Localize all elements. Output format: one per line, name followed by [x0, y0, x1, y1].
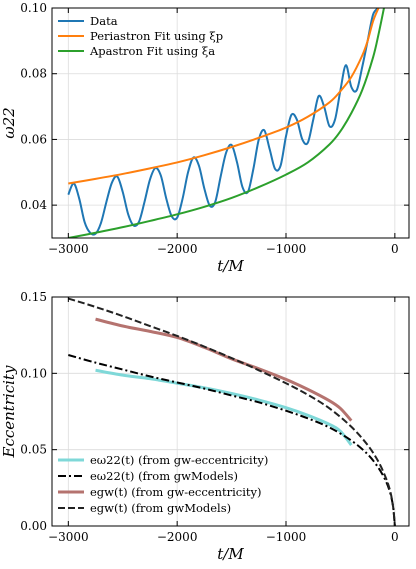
y-tick-label: 0.10 — [20, 366, 47, 380]
y-tick-label: 0.06 — [20, 132, 47, 146]
x-tick-label: 0 — [391, 242, 399, 256]
y-tick-label: 0.05 — [20, 443, 47, 457]
x-tick-label: −3000 — [48, 242, 89, 256]
x-tick-label: −2000 — [157, 530, 198, 544]
series-line — [68, 8, 380, 185]
x-tick-label: 0 — [391, 530, 399, 544]
plot-area — [67, 8, 385, 238]
x-tick-label: −1000 — [266, 242, 307, 256]
series-line — [68, 354, 396, 526]
plot-area — [68, 297, 396, 526]
y-tick-label: 0.00 — [20, 519, 47, 533]
legend-label: eω22(t) (from gw-eccentricity) — [90, 453, 268, 467]
legend-label: egw(t) (from gw-eccentricity) — [90, 485, 262, 499]
omega22-panel: −3000 −2000 −1000 0 0.04 0.06 0.08 0.10 t/M ω22 Da… — [0, 1, 410, 275]
series-line — [68, 8, 385, 238]
x-axis-label: t/M — [217, 257, 244, 275]
legend-label: eω22(t) (from gwModels) — [90, 469, 238, 483]
legend-label: Data — [90, 14, 118, 28]
series-line — [95, 368, 353, 447]
x-tick-label: −1000 — [266, 530, 307, 544]
x-tick-label: −3000 — [48, 530, 89, 544]
series-line — [95, 317, 353, 422]
x-tick-label: −2000 — [157, 242, 198, 256]
legend-label: egw(t) (from gwModels) — [90, 501, 231, 515]
legend: eω22(t) (from gw-eccentricity) eω22(t) (f… — [58, 453, 268, 515]
eccentricity-panel: −3000 −2000 −1000 0 0.00 0.05 0.10 0.15 t/M Eccen… — [0, 290, 410, 563]
series-line — [67, 8, 380, 236]
legend-label: Apastron Fit using ξa — [89, 44, 215, 58]
legend-label: Periastron Fit using ξp — [90, 29, 223, 43]
y-tick-label: 0.15 — [20, 290, 47, 304]
y-tick-label: 0.10 — [20, 1, 47, 15]
y-axis-label: ω22 — [0, 107, 18, 138]
axes-frame — [51, 296, 410, 527]
x-axis-label: t/M — [217, 545, 244, 563]
y-tick-label: 0.04 — [20, 198, 47, 212]
axes-frame — [51, 7, 410, 239]
series-line — [68, 297, 396, 526]
y-tick-label: 0.08 — [20, 67, 47, 81]
y-axis-label: Eccentricity — [0, 365, 18, 459]
